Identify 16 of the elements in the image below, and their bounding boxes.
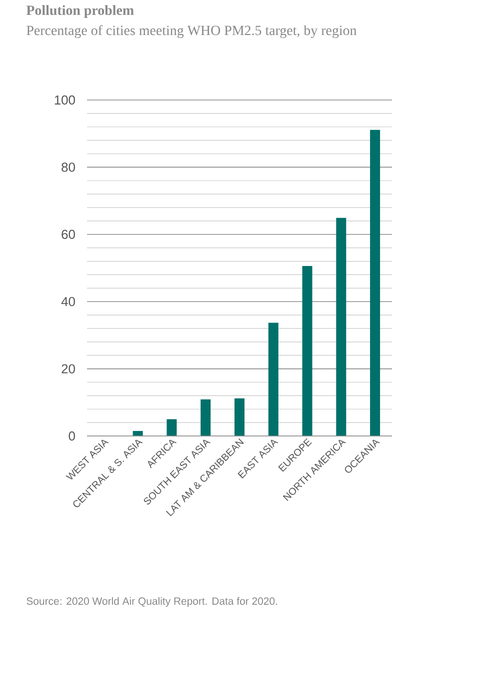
y-tick-label: 0 xyxy=(68,431,75,441)
bar xyxy=(302,266,312,436)
y-tick-label: 20 xyxy=(62,364,75,374)
y-tick-label: 60 xyxy=(62,230,75,239)
source-note: Source: 2020 World Air Quality Report. Data for 2020. xyxy=(26,597,277,607)
bar xyxy=(336,218,346,436)
chart-subtitle: Percentage of cities meeting WHO PM2.5 target, by region xyxy=(26,25,357,38)
bar xyxy=(370,130,380,436)
bar xyxy=(166,419,177,436)
chart-title: Pollution problem xyxy=(26,5,134,18)
y-tick-label: 100 xyxy=(54,95,75,105)
bar xyxy=(200,399,211,436)
y-tick-label: 40 xyxy=(61,297,75,306)
bar xyxy=(234,398,244,436)
y-tick-label: 80 xyxy=(62,162,75,172)
bar xyxy=(268,322,278,436)
